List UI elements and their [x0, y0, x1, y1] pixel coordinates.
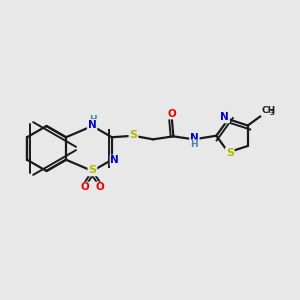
Text: N: N — [88, 120, 97, 130]
Text: N: N — [190, 133, 199, 143]
Text: O: O — [167, 109, 176, 118]
Text: N: N — [110, 155, 119, 165]
Text: S: S — [226, 148, 234, 158]
Text: 3: 3 — [269, 110, 274, 116]
Text: N: N — [220, 112, 229, 122]
Text: H: H — [190, 140, 198, 149]
Text: S: S — [88, 165, 96, 176]
Text: S: S — [130, 130, 137, 140]
Text: O: O — [96, 182, 105, 193]
Text: H: H — [89, 116, 97, 124]
Text: CH: CH — [262, 106, 276, 115]
Text: O: O — [80, 182, 89, 193]
